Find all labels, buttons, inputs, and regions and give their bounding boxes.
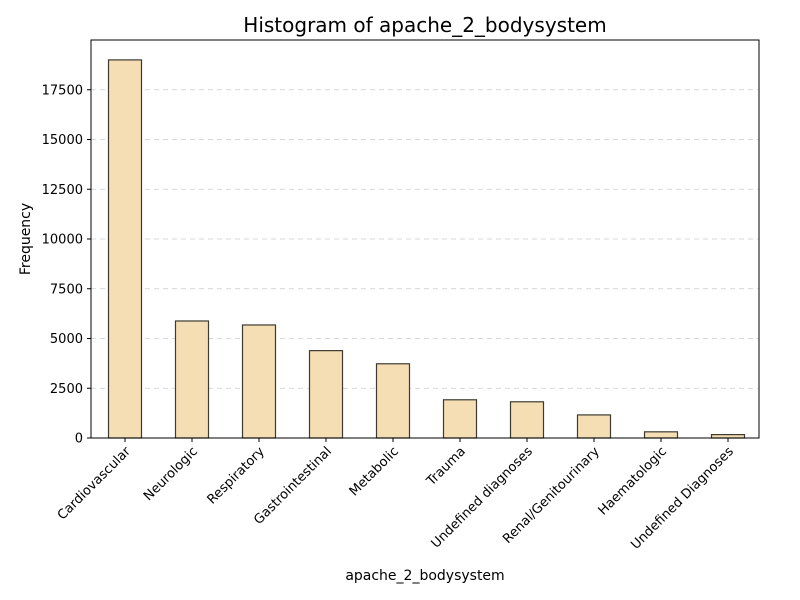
y-tick-label: 10000 <box>42 233 83 248</box>
bar <box>174 320 210 439</box>
y-axis-ticks: 0 2500 5000 7500 10000 12500 15000 17500 <box>42 83 91 447</box>
bar <box>241 324 277 439</box>
x-tick-label: Neurologic <box>141 444 201 504</box>
chart-title: Histogram of apache_2_bodysystem <box>243 13 606 37</box>
y-tick-label: 2500 <box>50 382 83 397</box>
bar <box>375 363 411 439</box>
x-tick-label: Cardiovascular <box>55 444 134 523</box>
bar <box>643 431 679 439</box>
y-tick-label: 7500 <box>50 282 83 297</box>
y-tick-label: 15000 <box>42 133 83 148</box>
y-tick-label: 0 <box>75 432 83 447</box>
bars <box>107 59 746 439</box>
y-tick-label: 17500 <box>42 83 83 98</box>
y-tick-label: 12500 <box>42 183 83 198</box>
x-tick-label: Metabolic <box>347 444 402 499</box>
y-tick-label: 5000 <box>50 332 83 347</box>
bar <box>442 399 478 439</box>
y-axis-label: Frequency <box>18 203 34 275</box>
x-tick-label: Trauma <box>423 444 468 489</box>
x-axis-label: apache_2_bodysystem <box>345 568 504 584</box>
bar <box>308 350 344 439</box>
bar <box>509 401 545 439</box>
x-tick-label: Respiratory <box>205 444 268 507</box>
x-tick-label: Haematologic <box>596 444 670 518</box>
bar <box>107 59 143 439</box>
bar <box>710 434 746 439</box>
x-axis-ticks: Cardiovascular Neurologic RespiratoryGastr… <box>55 438 737 553</box>
bar <box>576 414 612 439</box>
